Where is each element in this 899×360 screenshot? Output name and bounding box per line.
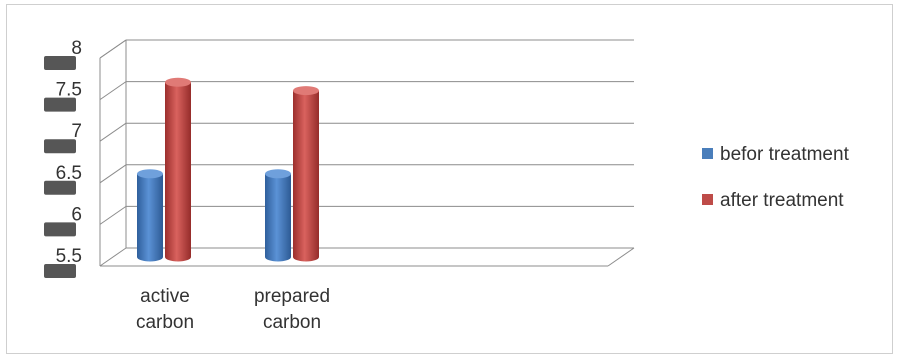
y-tick-label: 6.5	[56, 163, 82, 184]
legend-label: after treatment	[720, 190, 844, 211]
bar-0-0	[137, 169, 163, 262]
bar-cap	[293, 86, 319, 96]
y-tick-label: 7.5	[56, 80, 82, 101]
y-tick-label: 7	[71, 121, 82, 142]
side-wall-gridline	[99, 122, 127, 142]
bar-body	[265, 173, 291, 262]
x-category-label: active carbon	[136, 286, 194, 333]
bar-body	[165, 82, 191, 262]
side-wall-gridline	[99, 164, 127, 184]
side-wall-gridline	[99, 81, 127, 101]
x-category-label: prepared carbon	[254, 286, 330, 333]
y-tick-label: 6	[71, 204, 82, 225]
category-labels: active carbon prepared carbon	[136, 286, 330, 333]
bar-body	[293, 90, 319, 262]
legend-item: after treatment	[702, 190, 844, 211]
tick-shadow	[44, 56, 76, 70]
bar-body	[137, 173, 163, 262]
side-wall-gridline	[99, 39, 127, 59]
tick-shadow	[44, 139, 76, 154]
bar-cap	[137, 169, 163, 179]
bar-cap	[265, 169, 291, 179]
y-tick-label: 5.5	[56, 246, 82, 267]
legend-swatch	[702, 194, 713, 205]
floor-right-edge	[607, 247, 635, 267]
legend: befor treatment after treatment	[702, 144, 850, 211]
tick-shadow	[44, 222, 76, 237]
y-axis: 5.5 6 6.5 7 7.5 8	[44, 38, 82, 278]
side-wall-gridline	[99, 247, 127, 267]
bar-0-1	[265, 169, 291, 262]
gridlines	[99, 39, 635, 267]
bars	[137, 77, 319, 262]
y-tick-label: 8	[71, 38, 82, 59]
bar-1-0	[165, 77, 191, 262]
chart-frame	[6, 4, 893, 354]
legend-swatch	[702, 148, 713, 159]
legend-label: befor treatment	[720, 144, 850, 165]
bar-1-1	[293, 86, 319, 262]
bar-cap	[165, 77, 191, 87]
side-wall-gridline	[99, 205, 127, 225]
tick-shadow	[44, 97, 76, 112]
tick-shadow	[44, 180, 76, 195]
legend-item: befor treatment	[702, 144, 850, 165]
tick-shadow	[44, 264, 76, 278]
